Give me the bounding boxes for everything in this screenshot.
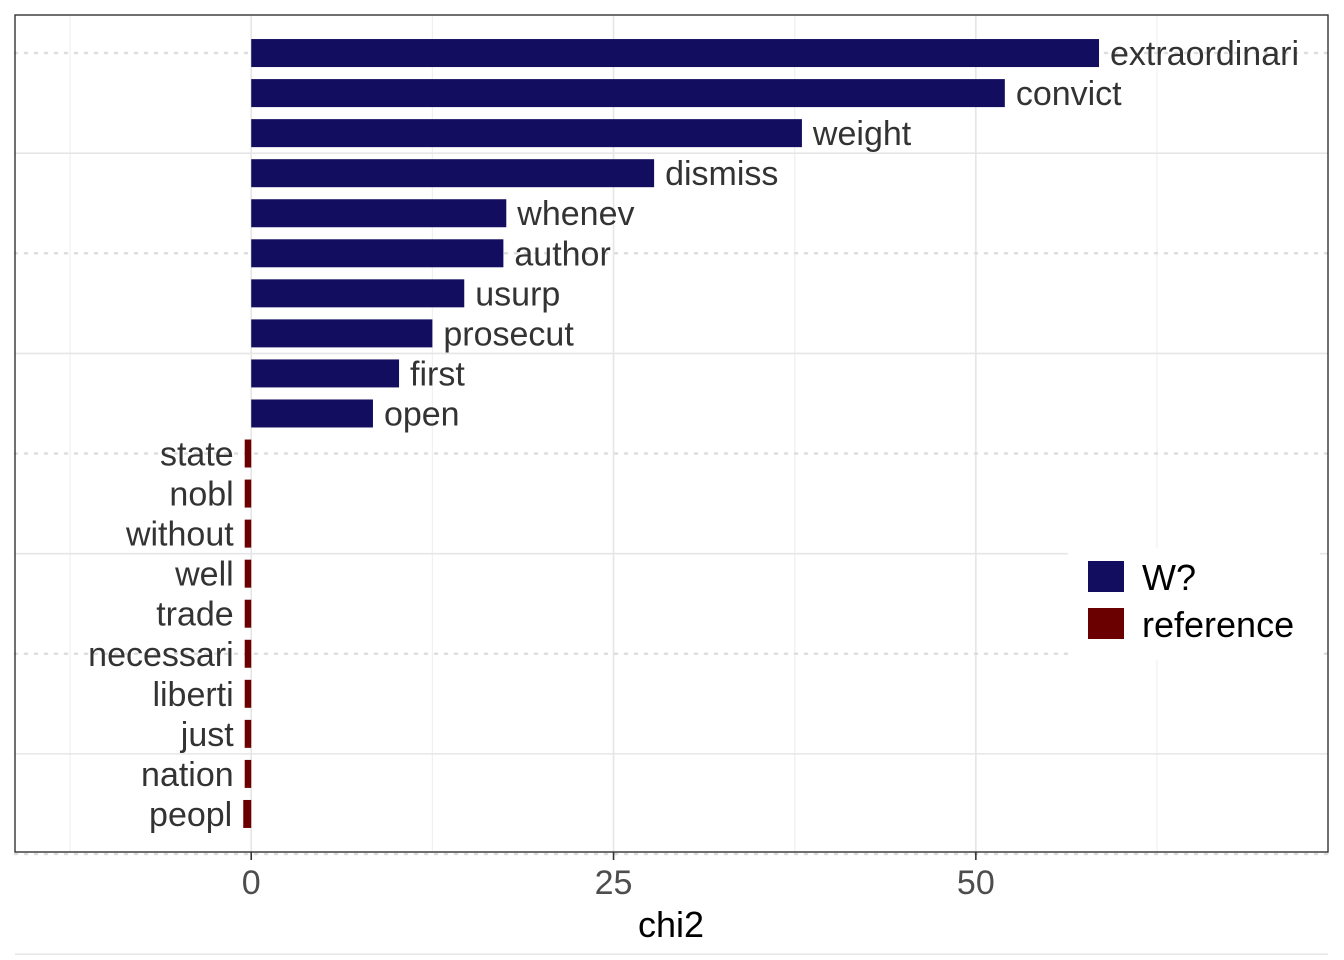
bar-whenev — [251, 199, 507, 228]
bar-weight — [251, 119, 802, 148]
bar-extraordinari — [251, 39, 1100, 68]
bar-prosecut — [251, 319, 433, 348]
bar-convict — [251, 79, 1005, 108]
bar-label-without: without — [125, 516, 234, 554]
bar-label-trade: trade — [156, 596, 234, 634]
plot-panel-border — [14, 14, 1329, 853]
bar-label-extraordinari: extraordinari — [1110, 35, 1299, 73]
bar-author — [251, 239, 504, 268]
legend: W? reference — [1068, 548, 1320, 660]
bar-label-first: first — [410, 355, 465, 393]
plot-background — [15, 15, 1328, 852]
bar-label-nobl: nobl — [169, 476, 233, 514]
bar-label-weight: weight — [812, 115, 912, 153]
x-tick-label: 25 — [595, 864, 633, 902]
bar-label-just: just — [180, 716, 234, 754]
bar-label-state: state — [160, 436, 234, 474]
x-axis-title: chi2 — [638, 904, 704, 945]
bar-label-nation: nation — [141, 756, 234, 794]
bar-label-open: open — [384, 395, 460, 433]
bar-trade — [244, 599, 252, 628]
legend-label-w: W? — [1142, 557, 1196, 598]
legend-label-reference: reference — [1142, 604, 1294, 645]
bar-just — [244, 719, 252, 748]
x-tick-label: 50 — [957, 864, 995, 902]
bar-label-whenev: whenev — [516, 195, 634, 233]
bar-nobl — [244, 479, 252, 508]
bar-first — [251, 359, 400, 388]
bar-without — [244, 519, 252, 548]
bar-label-author: author — [514, 235, 610, 273]
bar-label-well: well — [174, 556, 234, 594]
legend-key-reference — [1088, 608, 1124, 639]
bar-label-necessari: necessari — [88, 636, 234, 674]
bar-nation — [244, 759, 252, 788]
bar-label-convict: convict — [1016, 75, 1122, 113]
bar-state — [244, 439, 252, 468]
legend-key-w — [1088, 561, 1124, 592]
x-axis: 0 25 50 — [242, 852, 995, 902]
bar-necessari — [244, 639, 252, 668]
x-tick-label: 0 — [242, 864, 261, 902]
bar-label-prosecut: prosecut — [443, 315, 574, 353]
bar-label-liberti: liberti — [152, 676, 233, 714]
bar-liberti — [244, 679, 252, 708]
bar-peopl — [243, 799, 252, 828]
bar-well — [244, 559, 252, 588]
bar-label-usurp: usurp — [475, 275, 560, 313]
bar-label-peopl: peopl — [149, 796, 232, 834]
bar-open — [251, 399, 373, 428]
bar-dismiss — [251, 159, 655, 188]
bar-usurp — [251, 279, 465, 308]
bar-label-dismiss: dismiss — [665, 155, 778, 193]
bars — [243, 39, 1100, 828]
